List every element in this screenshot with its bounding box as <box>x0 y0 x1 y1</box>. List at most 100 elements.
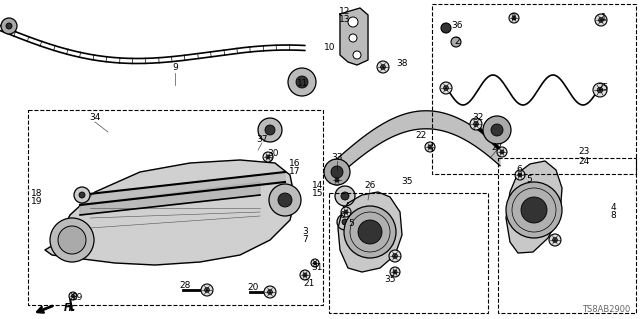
Circle shape <box>500 150 504 154</box>
Circle shape <box>62 230 82 250</box>
Circle shape <box>337 214 353 230</box>
Circle shape <box>296 76 308 88</box>
Text: 20: 20 <box>247 284 259 293</box>
Polygon shape <box>338 192 402 272</box>
Circle shape <box>303 273 307 277</box>
Circle shape <box>74 187 90 203</box>
Circle shape <box>474 122 479 126</box>
Circle shape <box>353 51 361 59</box>
Circle shape <box>288 68 316 96</box>
Circle shape <box>428 145 432 149</box>
Text: 4: 4 <box>610 203 616 211</box>
Text: 31: 31 <box>311 263 323 272</box>
Circle shape <box>50 218 94 262</box>
Text: 29: 29 <box>71 293 83 302</box>
Circle shape <box>512 16 516 20</box>
Polygon shape <box>340 8 368 65</box>
Circle shape <box>269 184 301 216</box>
Circle shape <box>263 152 273 162</box>
Bar <box>28 110 323 305</box>
Circle shape <box>552 238 557 242</box>
Circle shape <box>264 286 276 298</box>
Text: 6: 6 <box>339 211 345 219</box>
Text: 13: 13 <box>339 14 351 24</box>
Circle shape <box>278 193 292 207</box>
Text: 35: 35 <box>401 176 413 186</box>
Text: 26: 26 <box>364 182 376 190</box>
Text: 11: 11 <box>297 79 308 88</box>
Text: 1: 1 <box>511 12 517 21</box>
Text: 1: 1 <box>601 12 607 21</box>
Text: 37: 37 <box>256 136 268 145</box>
Text: 36: 36 <box>451 21 463 31</box>
Polygon shape <box>80 172 285 205</box>
Circle shape <box>593 83 607 97</box>
Text: 9: 9 <box>172 63 178 72</box>
Circle shape <box>58 226 86 254</box>
Bar <box>498 158 636 313</box>
Circle shape <box>470 118 482 130</box>
Circle shape <box>392 254 397 258</box>
Text: 33: 33 <box>332 153 343 162</box>
Circle shape <box>595 14 607 26</box>
Circle shape <box>483 116 511 144</box>
Text: 35: 35 <box>384 276 396 285</box>
Text: 34: 34 <box>90 114 100 122</box>
Text: TS8AB2900: TS8AB2900 <box>582 306 630 315</box>
Circle shape <box>521 197 547 223</box>
Circle shape <box>348 17 358 27</box>
Text: 15: 15 <box>312 189 324 197</box>
Circle shape <box>598 18 604 22</box>
Circle shape <box>69 292 77 300</box>
Text: 30: 30 <box>268 149 279 158</box>
Text: 5: 5 <box>526 174 532 183</box>
Circle shape <box>1 18 17 34</box>
Text: 27: 27 <box>492 143 502 152</box>
Circle shape <box>393 270 397 274</box>
Text: 23: 23 <box>579 147 589 157</box>
Text: 17: 17 <box>289 167 301 175</box>
Circle shape <box>266 155 270 159</box>
Text: 7: 7 <box>302 235 308 244</box>
Circle shape <box>425 142 435 152</box>
Circle shape <box>265 125 275 135</box>
Text: 22: 22 <box>415 130 427 139</box>
Circle shape <box>441 23 451 33</box>
Polygon shape <box>506 161 562 253</box>
Circle shape <box>389 250 401 262</box>
Circle shape <box>6 23 12 29</box>
Circle shape <box>515 170 525 180</box>
Circle shape <box>506 182 562 238</box>
Text: 25: 25 <box>597 84 609 93</box>
Circle shape <box>79 192 85 198</box>
Circle shape <box>444 85 449 90</box>
Circle shape <box>311 259 319 267</box>
Circle shape <box>300 270 310 280</box>
Circle shape <box>72 294 75 298</box>
Text: 18: 18 <box>31 189 43 197</box>
Circle shape <box>335 186 355 206</box>
Circle shape <box>381 65 385 70</box>
Circle shape <box>440 82 452 94</box>
Polygon shape <box>80 182 260 215</box>
Circle shape <box>497 147 507 157</box>
Circle shape <box>518 173 522 177</box>
Circle shape <box>597 87 603 93</box>
Text: 8: 8 <box>610 211 616 220</box>
Text: 38: 38 <box>396 60 408 69</box>
Circle shape <box>342 219 348 225</box>
Text: 6: 6 <box>516 166 522 174</box>
Text: 5: 5 <box>348 219 354 228</box>
Circle shape <box>377 61 389 73</box>
Circle shape <box>349 34 357 42</box>
Circle shape <box>344 206 396 258</box>
Text: 28: 28 <box>179 281 191 291</box>
Circle shape <box>268 290 273 294</box>
Text: 2: 2 <box>454 36 460 46</box>
Text: Fr.: Fr. <box>64 303 77 313</box>
Circle shape <box>332 175 342 185</box>
Circle shape <box>451 37 461 47</box>
Text: 32: 32 <box>472 114 484 122</box>
Circle shape <box>341 207 351 217</box>
Text: 3: 3 <box>302 227 308 236</box>
